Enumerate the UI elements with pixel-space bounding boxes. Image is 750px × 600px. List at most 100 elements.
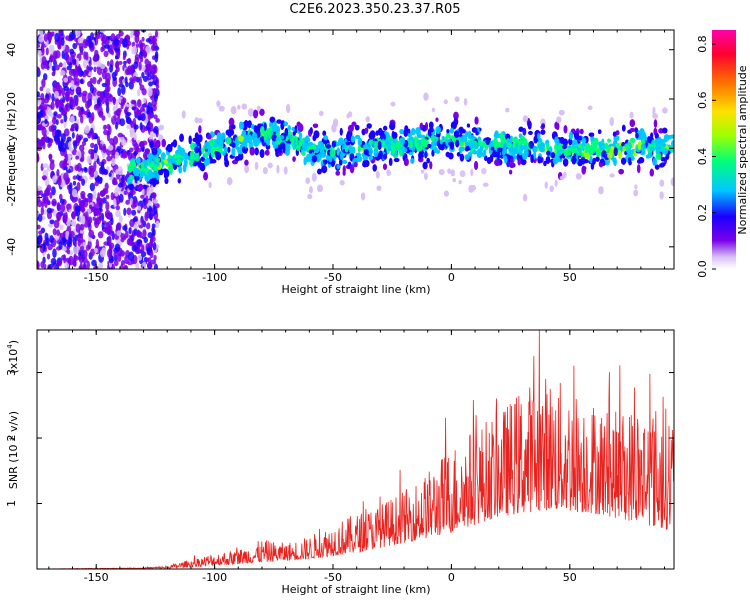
spectral-point — [546, 142, 550, 151]
spectral-point — [145, 45, 151, 55]
spectral-point — [599, 158, 605, 164]
y-tick-label: 40 — [5, 43, 18, 57]
spectral-point — [129, 197, 134, 205]
spectral-point — [153, 125, 159, 135]
spectral-point — [76, 162, 82, 172]
spectral-point — [78, 265, 83, 269]
spectral-point — [559, 137, 565, 144]
spectral-point — [105, 194, 110, 199]
spectral-point — [181, 110, 186, 119]
spectral-point — [284, 143, 291, 152]
spectral-point — [73, 240, 77, 247]
spectral-point — [588, 132, 595, 137]
spectral-point — [125, 199, 131, 205]
colorbar-tick-label: 0.6 — [696, 92, 709, 110]
spectral-point — [599, 142, 606, 151]
spectral-point — [550, 152, 556, 159]
spectral-point — [99, 249, 106, 258]
spectral-point — [118, 148, 124, 154]
spectral-point — [446, 129, 450, 134]
spectral-point — [146, 257, 150, 263]
spectral-point — [247, 134, 253, 143]
spectral-point — [53, 90, 60, 99]
spectral-point — [94, 181, 99, 187]
spectral-point — [73, 140, 78, 150]
spectral-point — [153, 114, 158, 120]
spectral-point — [518, 126, 524, 132]
spectral-point — [513, 155, 518, 160]
spectral-point — [80, 106, 84, 112]
spectral-point — [95, 238, 100, 249]
spectral-point — [482, 182, 489, 187]
spectral-point — [404, 125, 409, 133]
spectral-point — [502, 141, 508, 150]
spectral-point — [655, 152, 662, 160]
spectral-point — [51, 186, 56, 196]
spectral-point — [99, 201, 103, 212]
y-tick-label: -40 — [5, 238, 18, 256]
spectral-point — [110, 217, 114, 226]
spectral-point — [155, 139, 161, 148]
spectral-point — [51, 124, 55, 133]
spectral-point — [368, 155, 374, 160]
spectral-point — [131, 209, 137, 216]
spectral-point — [91, 95, 96, 101]
spectral-point — [111, 157, 116, 167]
spectral-point — [96, 158, 100, 165]
spectral-point — [152, 170, 157, 179]
spectral-point — [558, 109, 565, 116]
spectral-point — [50, 55, 56, 62]
spectral-point — [568, 138, 573, 146]
spectral-point — [633, 189, 639, 197]
spectral-point — [139, 84, 145, 91]
spectral-point — [141, 36, 145, 42]
spectral-point — [37, 139, 41, 149]
snr-frame — [36, 329, 675, 570]
spectral-point — [428, 121, 434, 129]
spectral-point — [100, 46, 104, 53]
spectral-point — [363, 148, 369, 156]
spectral-point — [104, 182, 109, 191]
spectral-point — [484, 155, 488, 162]
spectral-point — [88, 148, 94, 155]
spectral-point — [660, 162, 666, 167]
spectral-point — [60, 37, 65, 46]
spectral-point — [120, 98, 126, 107]
spectral-point — [351, 121, 357, 127]
spectral-point — [271, 127, 277, 133]
spectral-point — [41, 78, 46, 88]
spectral-point — [81, 215, 86, 225]
spectral-point — [79, 115, 84, 124]
spectral-point — [445, 138, 449, 146]
spectral-point — [612, 131, 617, 137]
spectral-point — [37, 213, 43, 222]
spectral-point — [57, 137, 61, 145]
spectral-point — [598, 186, 604, 195]
spectral-point — [104, 39, 110, 45]
spectral-point — [144, 148, 150, 155]
spectral-point — [94, 49, 99, 57]
spectral-point — [154, 53, 159, 63]
spectral-point — [282, 143, 286, 151]
spectral-point — [63, 113, 68, 123]
spectral-point — [114, 151, 120, 159]
spectral-point — [422, 161, 428, 170]
spectral-point — [37, 106, 41, 111]
spectral-point — [409, 140, 413, 149]
spectral-point — [115, 210, 121, 218]
spectral-point — [563, 125, 568, 134]
spectral-point — [37, 224, 41, 230]
spectral-point — [178, 165, 183, 174]
spectral-point — [518, 144, 524, 153]
spectral-point — [133, 61, 139, 69]
spectral-point — [571, 157, 577, 163]
spectral-point — [621, 124, 626, 132]
spectral-point — [321, 165, 328, 174]
spectral-point — [400, 136, 406, 146]
spectral-point — [37, 195, 41, 203]
spectral-point — [662, 107, 668, 114]
spectral-point — [267, 162, 273, 169]
spectral-point — [147, 63, 152, 73]
spectral-point — [528, 130, 533, 135]
spectral-point — [75, 223, 81, 233]
